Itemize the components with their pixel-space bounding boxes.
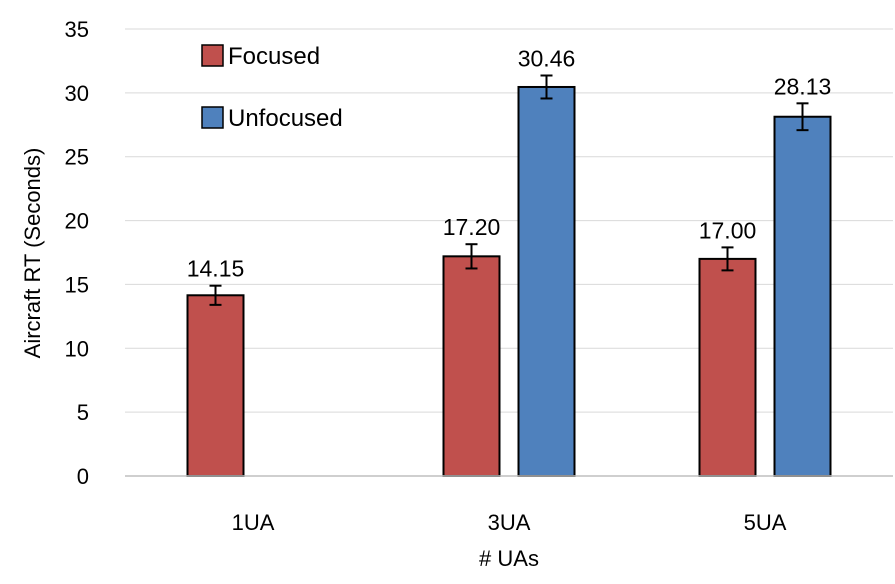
y-axis-ticks: 0 5 10 15 20 25 30 35: [65, 17, 89, 489]
legend-swatch: [201, 44, 224, 67]
error-bar: [796, 102, 809, 132]
y-tick-label: 30: [65, 81, 89, 106]
legend-swatch: [201, 106, 224, 129]
bar-unfocused-3ua: [517, 85, 576, 477]
y-tick-label: 35: [65, 17, 89, 42]
data-label: 17.20: [443, 214, 501, 240]
x-tick-label: 3UA: [488, 510, 531, 535]
bar-focused-5ua: [698, 257, 757, 477]
x-tick-label: 5UA: [744, 510, 787, 535]
gridlines: [125, 28, 893, 413]
x-axis-ticks: 1UA 3UA 5UA: [232, 510, 787, 535]
data-label: 17.00: [699, 217, 757, 243]
y-tick-label: 25: [65, 145, 89, 170]
bar-unfocused-5ua: [773, 115, 832, 477]
y-axis-title: Aircraft RT (Seconds): [20, 148, 45, 359]
bar-focused-1ua: [186, 294, 245, 477]
y-tick-label: 10: [65, 336, 89, 361]
error-bar: [209, 284, 222, 306]
y-tick-label: 0: [77, 464, 89, 489]
error-bar: [721, 246, 734, 272]
data-label: 30.46: [518, 45, 576, 71]
data-label: 14.15: [187, 256, 245, 282]
x-tick-label: 1UA: [232, 510, 275, 535]
legend-label: Unfocused: [228, 105, 343, 132]
y-tick-label: 20: [65, 209, 89, 234]
bars: 14.15 17.20 30.46 17.00 28.13: [186, 45, 832, 477]
data-label: 28.13: [774, 73, 832, 99]
legend: Focused Unfocused: [201, 43, 343, 132]
x-axis-title: # UAs: [479, 546, 539, 571]
y-tick-label: 5: [77, 400, 89, 425]
legend-label: Focused: [228, 43, 320, 70]
bar-focused-3ua: [442, 255, 501, 477]
error-bar: [465, 243, 478, 270]
y-tick-label: 15: [65, 272, 89, 297]
error-bar: [540, 74, 553, 100]
